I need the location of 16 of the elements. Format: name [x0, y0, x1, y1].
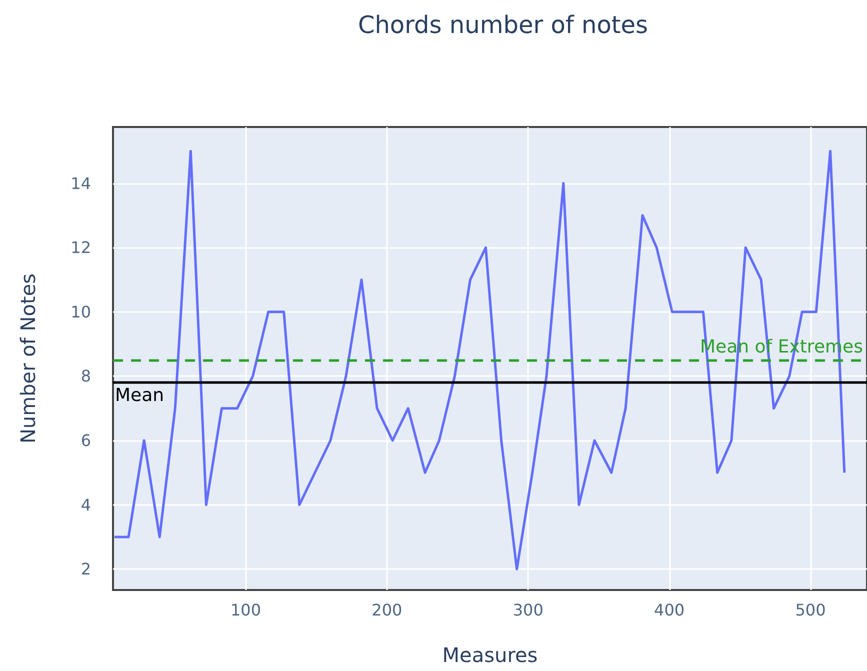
x-tick-label: 200: [372, 600, 402, 620]
y-tick-label: 10: [70, 302, 91, 322]
y-tick-label: 12: [70, 238, 91, 258]
x-tick-label: 100: [230, 600, 261, 620]
chart-title: Chords number of notes: [358, 11, 648, 39]
ref-line-label: Mean: [115, 385, 164, 406]
x-tick-label: 300: [512, 600, 544, 620]
x-axis-title: Measures: [442, 643, 538, 667]
y-axis-title: Number of Notes: [16, 273, 40, 444]
x-tick-label: 500: [795, 600, 826, 620]
y-tick-label: 4: [80, 495, 91, 514]
y-tick-label: 2: [80, 560, 91, 579]
x-tick-label: 400: [654, 600, 685, 620]
y-tick-label: 6: [80, 430, 91, 450]
y-tick-label: 8: [80, 366, 91, 386]
y-tick-label: 14: [70, 174, 91, 193]
